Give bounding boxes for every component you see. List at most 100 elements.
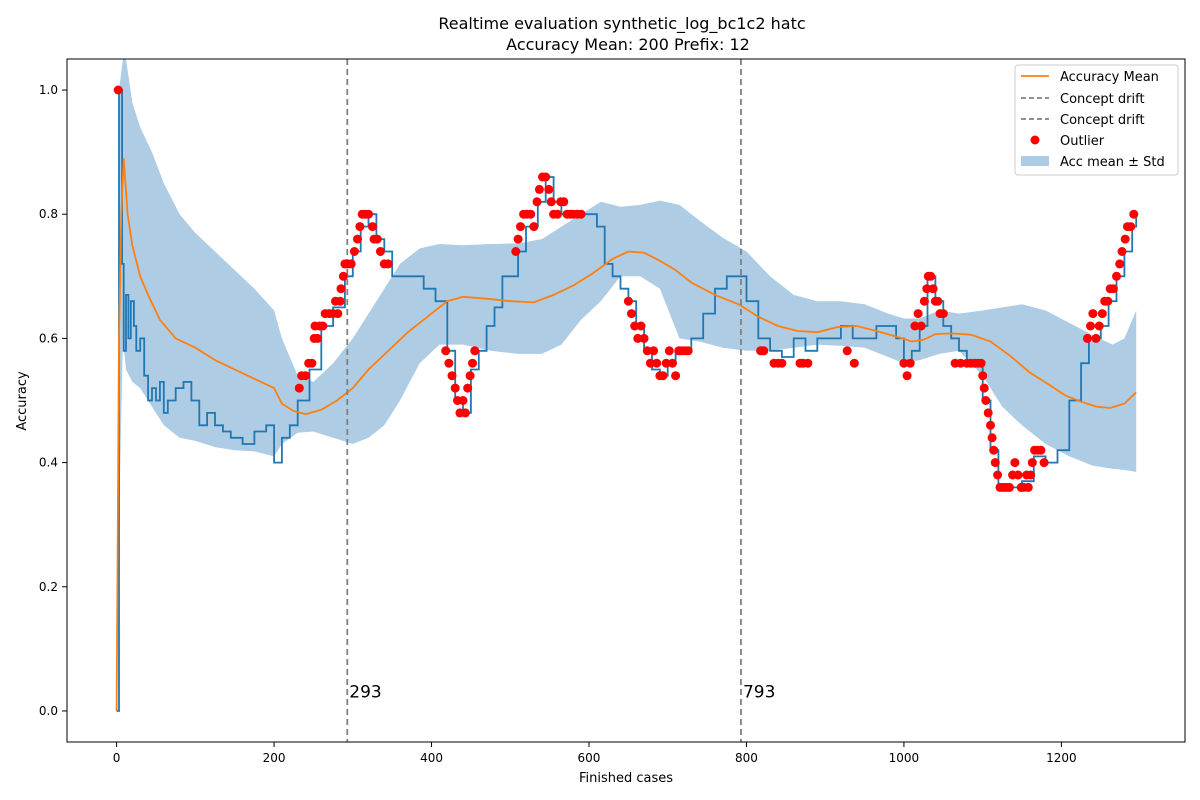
outlier-point — [1088, 309, 1098, 319]
outlier-point — [842, 346, 852, 356]
outlier-point — [1027, 458, 1037, 468]
outlier-point — [938, 309, 948, 319]
outlier-point — [993, 470, 1003, 480]
outlier-point — [627, 309, 636, 319]
outlier-point — [465, 371, 475, 381]
outlier-point — [933, 296, 943, 306]
outlier-point — [458, 396, 468, 405]
outlier-point — [113, 85, 123, 95]
outlier-point — [368, 222, 377, 232]
outlier-point — [553, 209, 562, 219]
outlier-point — [364, 209, 373, 219]
outlier-point — [516, 222, 525, 232]
legend-item-std-band: Acc mean ± Std — [1060, 155, 1165, 170]
outlier-point — [919, 296, 929, 306]
outlier-point — [849, 358, 859, 368]
std-band-area — [116, 59, 1137, 711]
outlier-point — [652, 358, 662, 368]
outlier-point — [338, 271, 348, 281]
outlier-point — [1010, 458, 1020, 468]
x-tick-label: 600 — [578, 751, 601, 765]
outlier-point — [639, 333, 649, 343]
outlier-point — [1112, 271, 1121, 281]
legend-item-concept-drift-2: Concept drift — [1060, 113, 1145, 128]
axes-ticks: 0 200 400 600 800 1000 1200 0.0 0.2 0.4 0.6 0.8 1.0 — [39, 83, 1077, 765]
outlier-point — [978, 371, 988, 381]
outlier-point — [333, 309, 343, 319]
outlier-point — [1103, 296, 1113, 306]
outlier-point — [336, 284, 346, 294]
outlier-point — [922, 284, 932, 294]
outlier-point — [633, 333, 643, 343]
outlier-point — [658, 371, 668, 381]
x-tick-label: 1000 — [889, 751, 920, 765]
outlier-point — [987, 433, 997, 443]
outlier-point — [989, 445, 999, 455]
outlier-point — [981, 396, 991, 405]
outlier-point — [1082, 333, 1092, 343]
outlier-point — [294, 383, 304, 393]
outlier-point — [349, 247, 359, 256]
legend: Accuracy Mean Concept drift Concept drif… — [1014, 64, 1179, 176]
outlier-point — [979, 383, 989, 393]
outlier-point — [642, 346, 652, 356]
outlier-point — [460, 408, 470, 418]
outlier-point — [346, 259, 356, 269]
chart-title-line2: Accuracy Mean: 200 Prefix: 12 — [506, 35, 750, 54]
outlier-point — [541, 172, 551, 182]
outlier-point — [544, 184, 554, 194]
outlier-point — [335, 296, 345, 306]
legend-item-outlier: Outlier — [1060, 134, 1105, 149]
outlier-point — [1086, 321, 1095, 331]
outlier-point — [301, 371, 311, 381]
x-tick-label: 200 — [263, 751, 286, 765]
legend-item-concept-drift-1: Concept drift — [1060, 92, 1145, 107]
outlier-point — [375, 247, 385, 256]
accuracy-mean-line — [115, 158, 1137, 712]
outlier-point — [668, 358, 677, 368]
outlier-point — [1023, 482, 1033, 492]
outlier-point — [1036, 445, 1046, 455]
outlier-point — [664, 346, 674, 356]
outlier-point — [983, 408, 993, 418]
plot-frame — [66, 58, 1186, 743]
outlier-point — [532, 197, 542, 207]
concept-drift-label-1: 293 — [349, 683, 381, 703]
y-tick-label: 0.0 — [39, 704, 58, 718]
outlier-point — [576, 209, 586, 219]
outlier-point — [630, 321, 640, 331]
outlier-point — [383, 259, 393, 269]
outlier-point — [683, 346, 693, 356]
outlier-point — [1094, 321, 1104, 331]
outlier-point — [312, 333, 322, 343]
outlier-point — [526, 209, 536, 219]
outlier-point — [661, 358, 671, 368]
outlier-point — [905, 358, 915, 368]
outlier-point — [534, 184, 544, 194]
outlier-point — [546, 197, 556, 207]
x-tick-label: 1200 — [1046, 751, 1077, 765]
x-tick-label: 800 — [735, 751, 758, 765]
outlier-point — [468, 358, 477, 368]
y-tick-label: 0.2 — [39, 580, 58, 594]
y-tick-label: 1.0 — [39, 83, 58, 97]
y-tick-label: 0.8 — [39, 207, 58, 221]
outlier-point — [928, 284, 938, 294]
outlier-point — [447, 371, 457, 381]
chart-title-line1: Realtime evaluation synthetic_log_bc1c2 … — [438, 14, 805, 34]
outlier-point — [759, 346, 769, 356]
outlier-point — [372, 234, 382, 244]
outlier-point — [1013, 470, 1023, 480]
outlier-point — [803, 358, 813, 368]
outlier-point — [307, 358, 317, 368]
outlier-point — [355, 222, 365, 232]
x-tick-label: 400 — [420, 751, 443, 765]
outlier-point — [1108, 284, 1118, 294]
outlier-point — [645, 358, 655, 368]
outlier-point — [913, 309, 923, 319]
outlier-point — [450, 383, 460, 393]
outlier-point — [444, 358, 454, 368]
outlier-point — [777, 358, 787, 368]
